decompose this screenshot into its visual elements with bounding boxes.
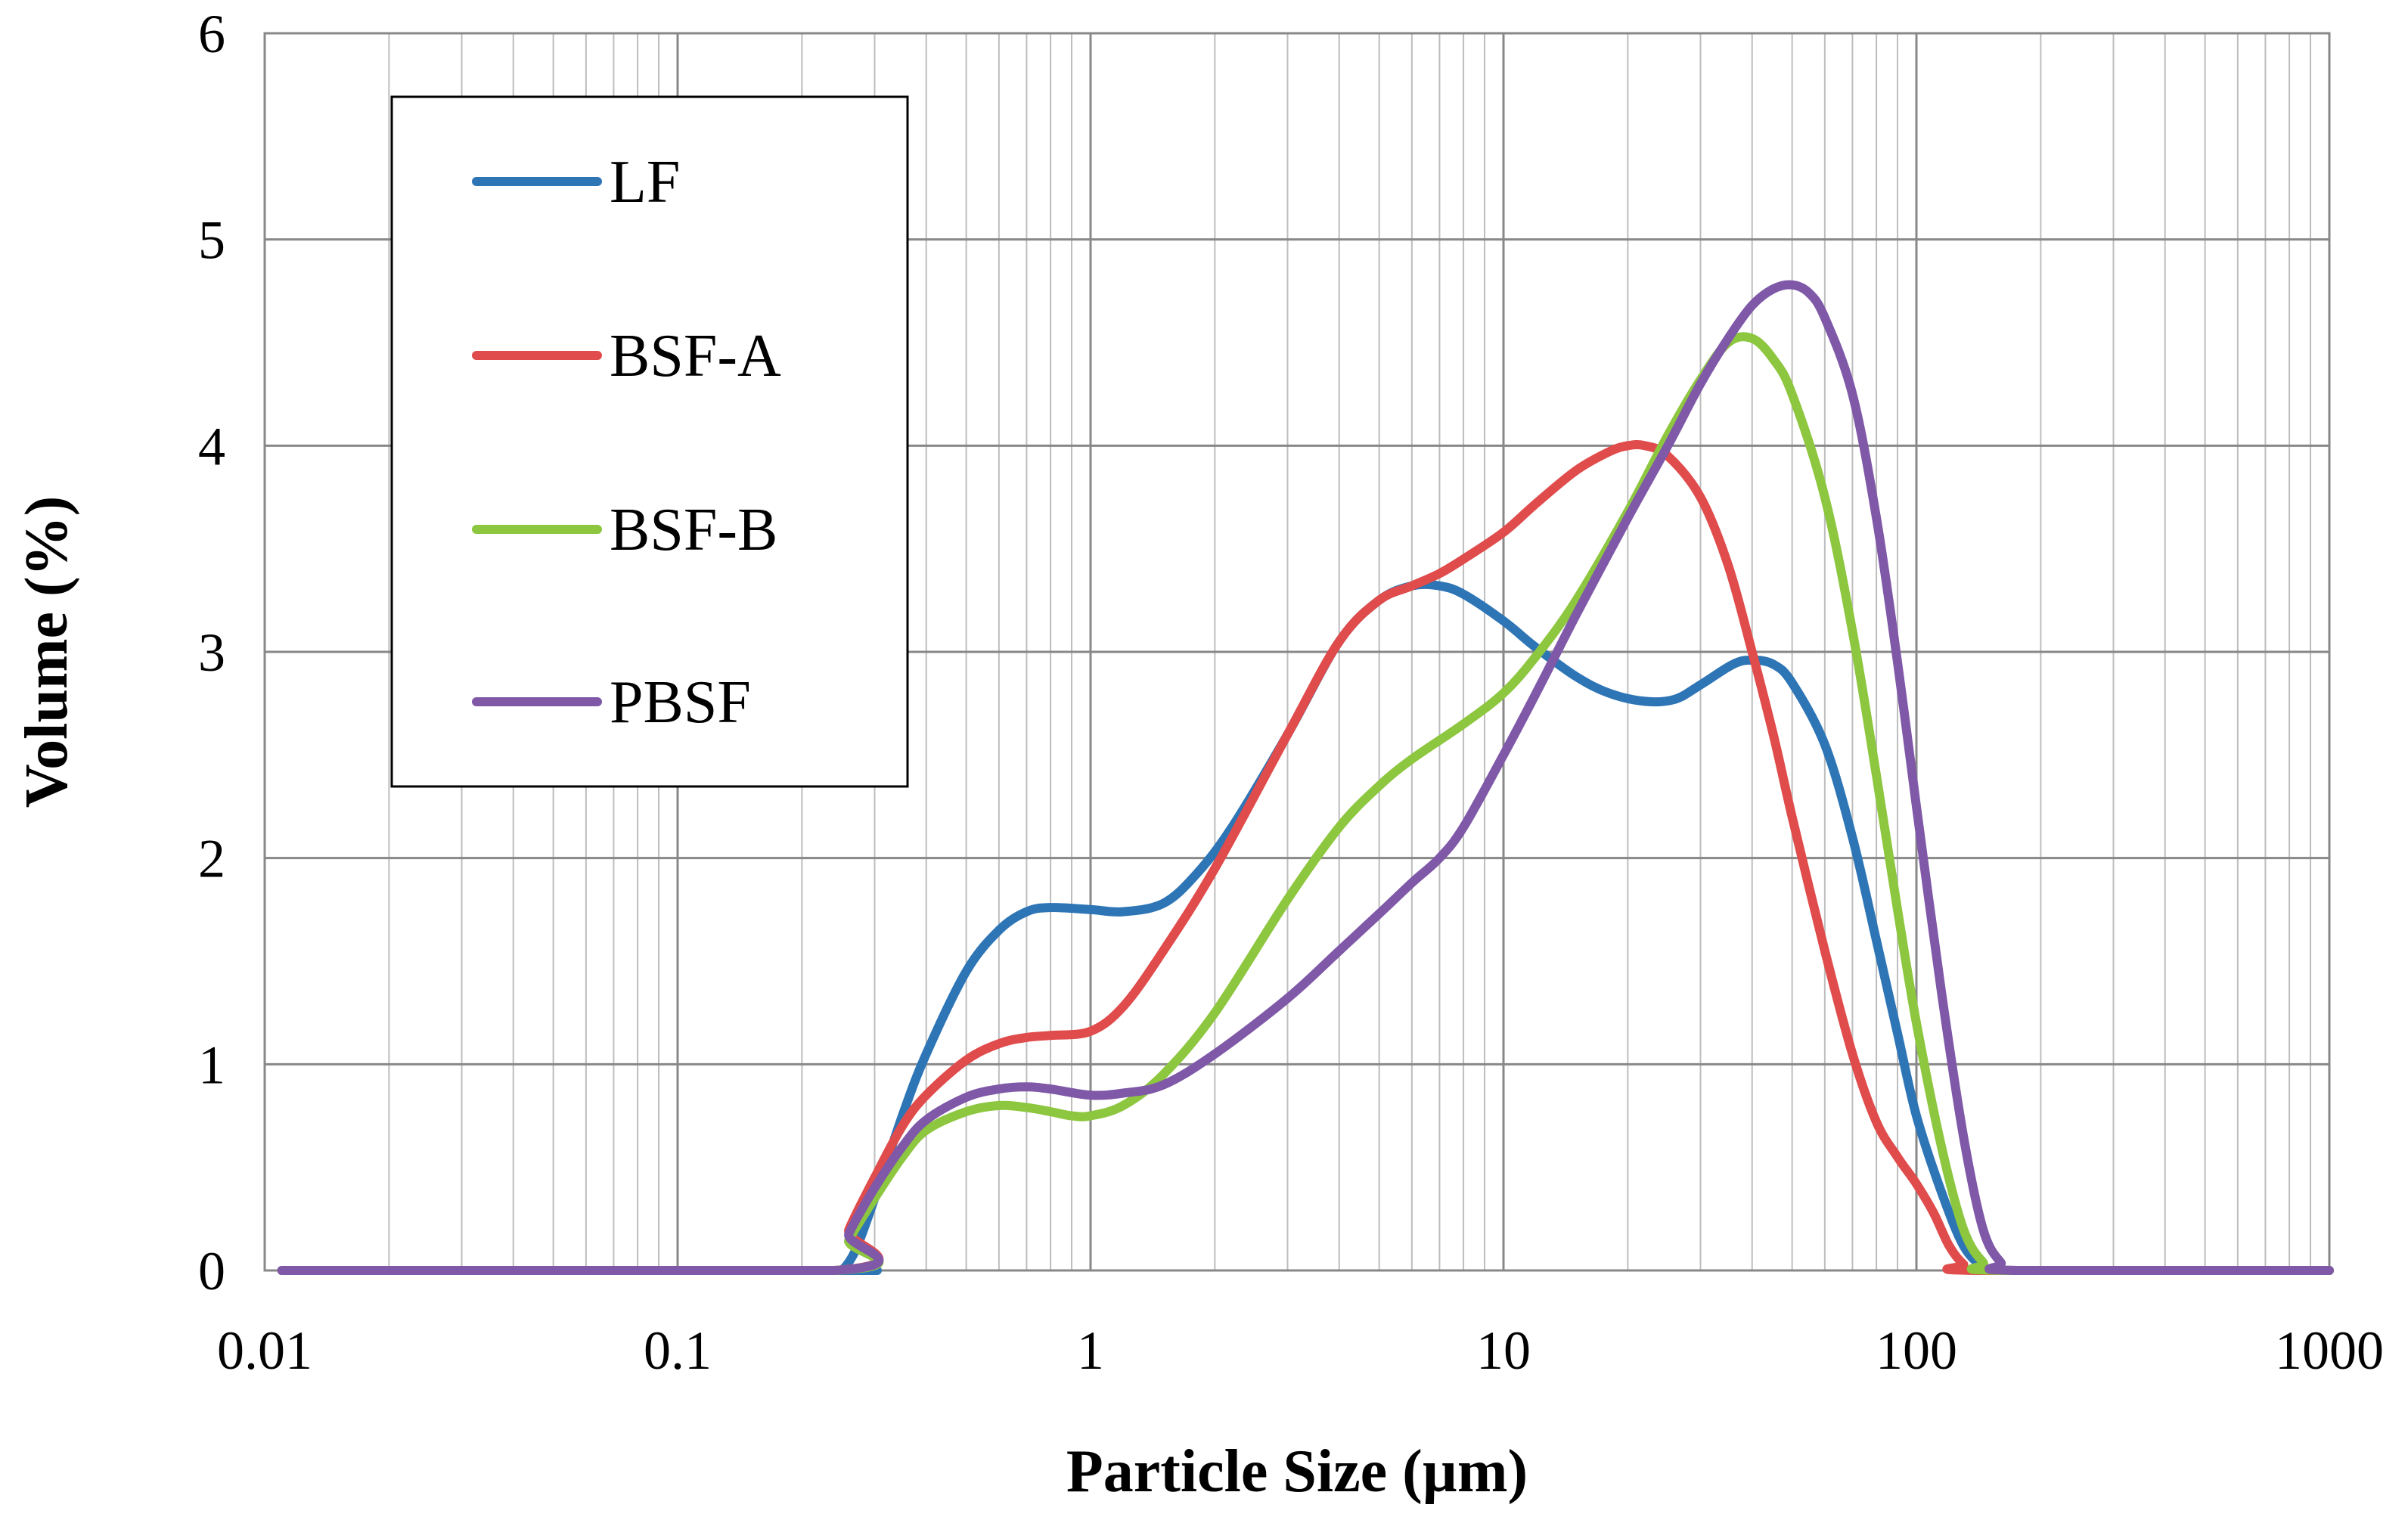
y-tick-label: 6 — [198, 4, 225, 64]
series-line-pbsf — [277, 280, 2334, 1276]
series-line-lf — [277, 579, 2334, 1276]
y-axis-title: Volume (%) — [14, 496, 80, 808]
y-tick-label: 4 — [198, 416, 225, 476]
x-tick-label: 0.1 — [644, 1320, 712, 1381]
y-tick-label: 1 — [198, 1035, 225, 1095]
x-tick-label: 100 — [1876, 1320, 1957, 1381]
y-tick-label: 3 — [198, 622, 225, 683]
series-line-bsf-a — [277, 439, 2334, 1276]
y-tick-label: 2 — [198, 829, 225, 889]
x-tick-label: 1000 — [2275, 1320, 2384, 1381]
series-line-bsf-b — [277, 332, 2334, 1276]
legend-label-bsf-a: BSF-A — [610, 323, 781, 389]
legend-label-bsf-b: BSF-B — [610, 497, 777, 563]
x-tick-label: 0.01 — [217, 1320, 312, 1381]
legend: LF BSF-A BSF-B PBSF — [390, 95, 909, 788]
legend-box — [390, 95, 909, 788]
series-layer — [277, 280, 2334, 1276]
y-axis-ticks: 0 1 2 3 4 5 6 — [198, 4, 225, 1301]
y-tick-label: 5 — [198, 210, 225, 271]
legend-label-lf: LF — [610, 149, 680, 216]
legend-label-pbsf: PBSF — [610, 669, 751, 736]
x-tick-label: 10 — [1476, 1320, 1531, 1381]
x-tick-label: 1 — [1077, 1320, 1104, 1381]
plot-area — [263, 32, 2331, 1272]
x-axis-title: Particle Size (µm) — [1066, 1438, 1528, 1505]
y-tick-label: 0 — [198, 1241, 225, 1301]
x-axis-ticks: 0.01 0.1 1 10 100 1000 — [217, 1320, 2384, 1381]
